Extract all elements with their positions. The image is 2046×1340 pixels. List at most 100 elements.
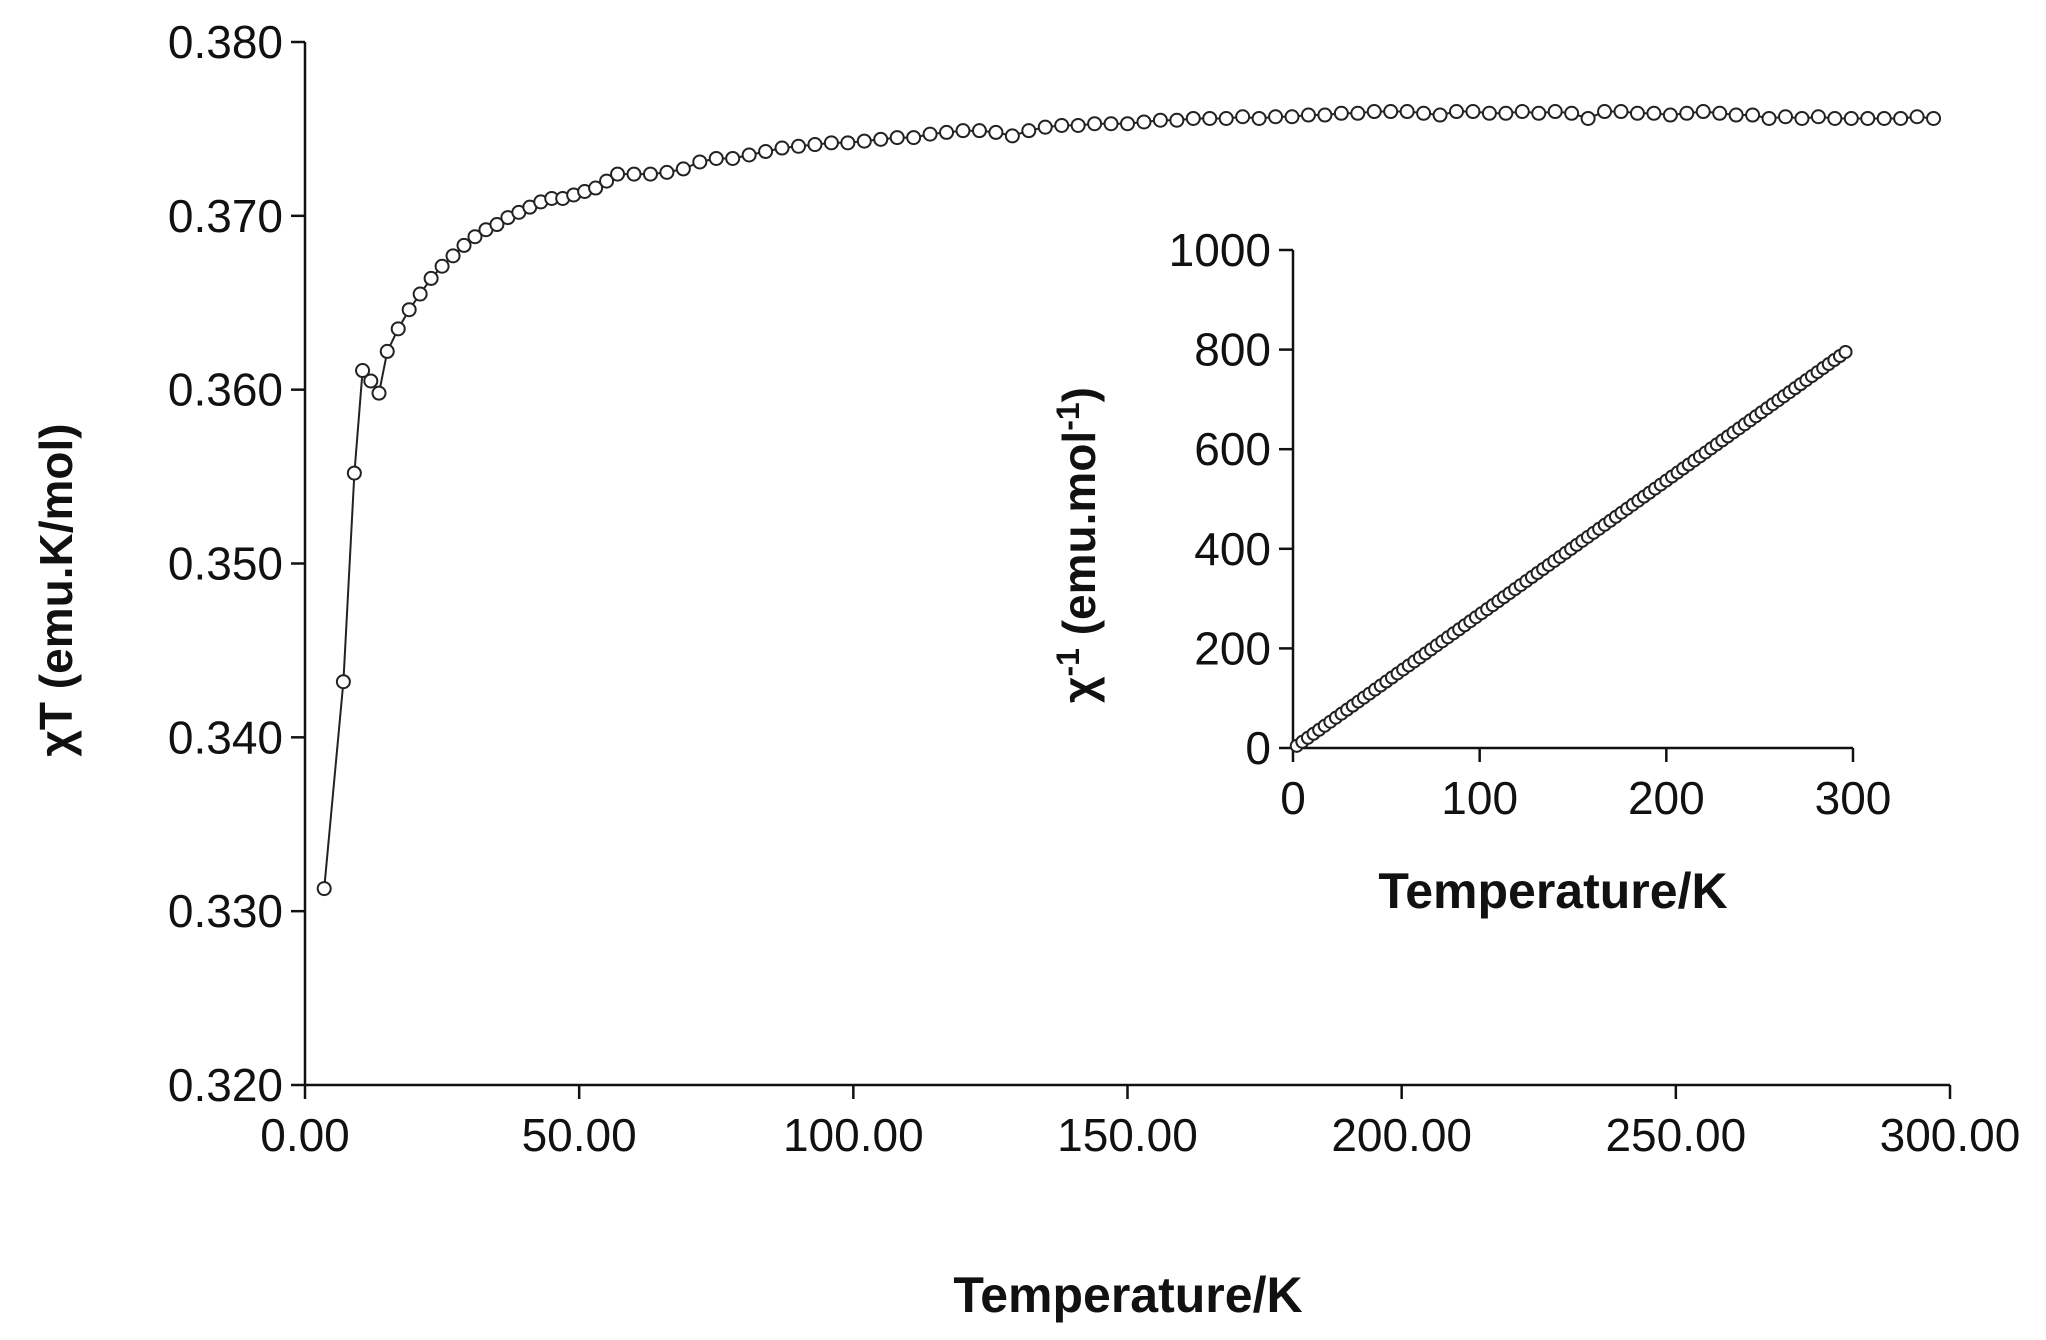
main-data-point bbox=[1120, 116, 1135, 132]
main-data-point bbox=[1498, 105, 1514, 121]
main-data-point bbox=[445, 248, 461, 264]
main-data-point bbox=[675, 161, 691, 177]
inset-y-tick-label: 1000 bbox=[1169, 224, 1271, 276]
inset-y-tick-label: 600 bbox=[1194, 423, 1271, 475]
main-x-tick-label: 0.00 bbox=[260, 1109, 350, 1161]
main-data-point bbox=[873, 131, 889, 147]
main-data-point bbox=[1810, 109, 1826, 125]
main-data-point bbox=[659, 164, 675, 180]
main-data-point bbox=[906, 130, 922, 146]
main-data-point bbox=[1646, 105, 1662, 121]
main-data-point bbox=[758, 144, 774, 160]
inset-y-tick-label: 0 bbox=[1245, 722, 1271, 774]
main-data-point bbox=[1531, 105, 1547, 121]
main-data-point bbox=[1761, 110, 1777, 126]
main-data-point bbox=[1152, 112, 1168, 128]
inset-x-axis-title: Temperature/K bbox=[1378, 863, 1727, 919]
inset-y-ticks: 0 200 400 600 800 1000 bbox=[1169, 224, 1293, 774]
main-x-tick-label: 250.00 bbox=[1605, 1109, 1746, 1161]
main-data-point bbox=[1004, 128, 1020, 144]
main-x-tick-label: 200.00 bbox=[1331, 1109, 1472, 1161]
inset-x-tick-label: 200 bbox=[1628, 772, 1705, 824]
main-data-point bbox=[1432, 107, 1448, 123]
inset-series-points bbox=[1289, 344, 1853, 753]
main-data-point bbox=[610, 166, 626, 182]
main-data-point bbox=[1300, 107, 1316, 123]
main-y-tick-label: 0.370 bbox=[168, 190, 283, 242]
main-data-point bbox=[741, 147, 757, 163]
main-data-point bbox=[1449, 104, 1464, 120]
main-data-point bbox=[1876, 110, 1892, 126]
main-data-point bbox=[456, 237, 472, 253]
main-data-point bbox=[1399, 104, 1415, 120]
main-data-point bbox=[1465, 104, 1481, 120]
main-data-point bbox=[1679, 105, 1695, 121]
main-data-point bbox=[1103, 116, 1119, 132]
main-data-point bbox=[401, 302, 417, 318]
main-data-point bbox=[588, 180, 604, 196]
main-data-point bbox=[1794, 110, 1810, 126]
main-data-point bbox=[1317, 107, 1333, 123]
main-data-point bbox=[379, 343, 395, 359]
main-data-point bbox=[1564, 105, 1580, 121]
main-data-point bbox=[355, 363, 371, 379]
main-data-point bbox=[1087, 116, 1103, 132]
main-data-point bbox=[692, 154, 708, 170]
main-data-point bbox=[922, 126, 938, 142]
main-data-point bbox=[971, 123, 987, 139]
main-data-point bbox=[1909, 109, 1925, 125]
main-data-point bbox=[1860, 110, 1876, 126]
main-y-tick-label: 0.320 bbox=[168, 1059, 283, 1111]
main-data-point bbox=[390, 321, 406, 337]
main-data-point bbox=[856, 133, 872, 149]
inset-y-tick-label: 400 bbox=[1194, 523, 1271, 575]
main-data-point bbox=[1843, 110, 1859, 126]
main-data-point bbox=[335, 674, 351, 690]
main-data-point bbox=[1597, 104, 1613, 120]
main-y-tick-label: 0.330 bbox=[168, 885, 283, 937]
main-y-tick-label: 0.380 bbox=[168, 16, 283, 68]
main-data-point bbox=[1251, 110, 1267, 126]
main-data-point bbox=[1037, 119, 1053, 135]
main-data-point bbox=[823, 135, 839, 151]
main-x-axis-title: Temperature/K bbox=[953, 1267, 1302, 1323]
main-data-point bbox=[939, 124, 955, 140]
main-data-point bbox=[791, 138, 806, 154]
inset-y-axis-title-sup2: -1 bbox=[1050, 402, 1086, 430]
main-data-point bbox=[1350, 105, 1366, 121]
main-data-point bbox=[363, 373, 379, 389]
main-data-point bbox=[1745, 107, 1761, 123]
main-x-tick-label: 150.00 bbox=[1057, 1109, 1198, 1161]
main-data-point bbox=[1070, 117, 1086, 133]
main-data-point bbox=[1778, 109, 1793, 125]
main-series-points bbox=[316, 104, 1942, 897]
main-data-point bbox=[1514, 104, 1530, 120]
main-x-tick-label: 100.00 bbox=[783, 1109, 924, 1161]
main-data-point bbox=[1481, 105, 1497, 121]
main-data-point bbox=[346, 465, 362, 481]
inset-y-axis-title-sup1: -1 bbox=[1050, 648, 1086, 676]
main-data-point bbox=[807, 137, 823, 153]
main-data-point bbox=[1235, 109, 1251, 125]
main-data-point bbox=[1827, 110, 1843, 126]
main-data-point bbox=[1383, 104, 1399, 120]
inset-y-axis-title: χ-1 (emu.mol-1) bbox=[1050, 387, 1105, 703]
main-data-point bbox=[599, 173, 615, 189]
main-y-tick-label: 0.350 bbox=[168, 538, 283, 590]
main-data-point bbox=[1169, 112, 1185, 128]
main-data-point bbox=[1629, 105, 1645, 121]
main-data-point bbox=[1202, 110, 1218, 126]
main-data-point bbox=[1218, 110, 1234, 126]
main-data-point bbox=[1662, 107, 1678, 123]
main-data-point bbox=[1136, 114, 1152, 130]
main-x-tick-label: 300.00 bbox=[1880, 1109, 2021, 1161]
main-data-point bbox=[955, 123, 971, 139]
main-data-point bbox=[1054, 117, 1070, 133]
main-data-point bbox=[725, 150, 741, 166]
main-data-point bbox=[1284, 109, 1300, 125]
inset-y-axis-title-unit: (emu.mol bbox=[1053, 431, 1105, 648]
main-data-point bbox=[1366, 104, 1382, 120]
main-data-point bbox=[434, 258, 450, 274]
inset-y-axis-title-chi: χ bbox=[1053, 676, 1105, 703]
inset-x-tick-label: 300 bbox=[1815, 772, 1892, 824]
